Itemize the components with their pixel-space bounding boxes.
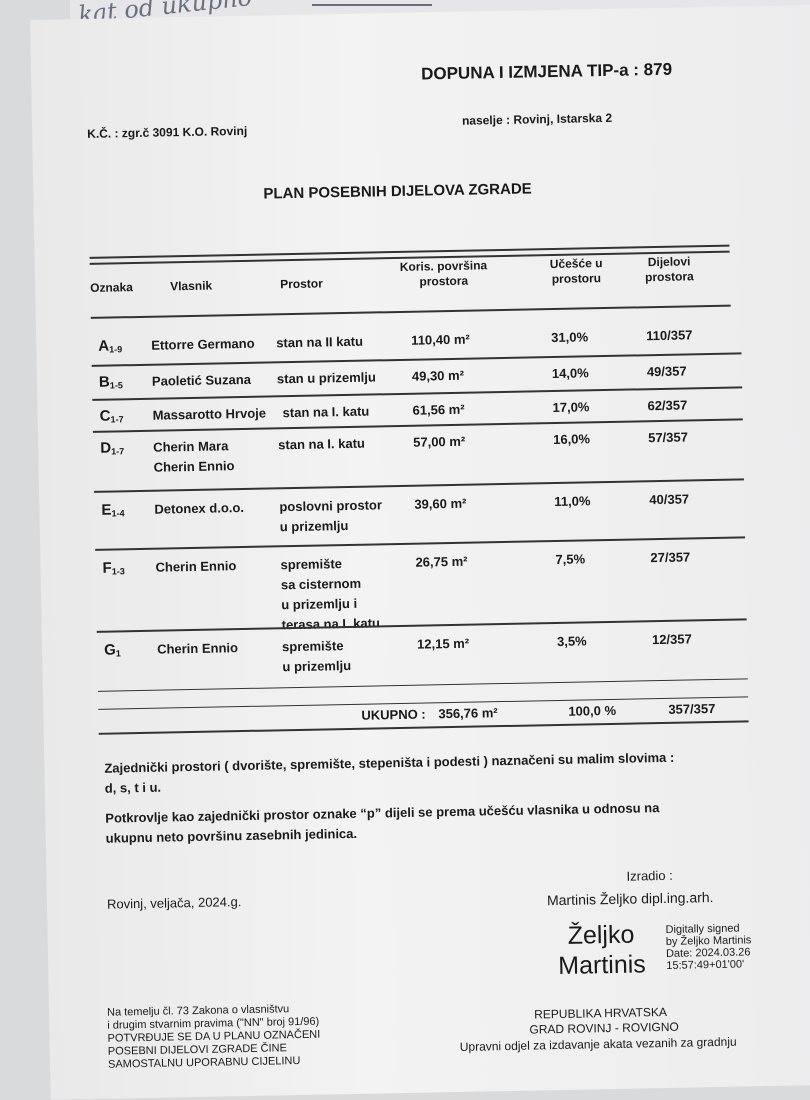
oznaka-sub: 1-3 bbox=[111, 566, 125, 577]
row-ucesce: 16,0% bbox=[553, 431, 591, 448]
oznaka-letter: F bbox=[102, 559, 112, 577]
row-vlasnik: Cherin Ennio bbox=[155, 558, 237, 575]
row-vlasnik: Paoletić Suzana bbox=[151, 371, 252, 389]
row-ucesce: 7,5% bbox=[555, 551, 586, 568]
row-povrsina: 57,00 m² bbox=[413, 433, 466, 450]
kc-label: K.Č. : zgr.č 3091 K.O. Rovinj bbox=[87, 123, 248, 141]
row-prostor: stan na II katu bbox=[276, 333, 364, 351]
row-povrsina: 26,75 m² bbox=[415, 553, 468, 570]
column-header-vlasnik: Vlasnik bbox=[170, 278, 213, 294]
total-label: UKUPNO : bbox=[361, 706, 426, 723]
oznaka-sub: 1-9 bbox=[109, 344, 123, 355]
note-common-areas: Zajednički prostori ( dvorište, spremišt… bbox=[104, 749, 675, 796]
oznaka-sub: 1-7 bbox=[110, 414, 124, 425]
row-oznaka: F1-3 bbox=[102, 558, 125, 581]
note-attic: Potkrovlje kao zajednički prostor oznake… bbox=[105, 800, 660, 846]
oznaka-letter: G bbox=[103, 641, 116, 659]
doc-title: DOPUNA I IZMJENA TIP-a : 879 bbox=[420, 59, 673, 84]
digital-signature-info: Digitally signed by Željko Martinis Date… bbox=[665, 922, 752, 972]
row-dijelovi: 62/357 bbox=[647, 397, 688, 414]
row-prostor: poslovni prostor u prizemlju bbox=[279, 497, 383, 535]
row-povrsina: 49,30 m² bbox=[411, 367, 465, 384]
oznaka-sub: 1 bbox=[115, 648, 121, 659]
total-ucesce: 100,0 % bbox=[568, 702, 617, 719]
oznaka-sub: 1-4 bbox=[111, 508, 125, 519]
row-oznaka: E1-4 bbox=[101, 500, 124, 523]
row-rule bbox=[95, 536, 746, 551]
row-prostor: spremište u prizemlju bbox=[281, 638, 352, 675]
row-vlasnik: Cherin Mara Cherin Ennio bbox=[153, 438, 235, 475]
plan-title: PLAN POSEBNIH DIJELOVA ZGRADE bbox=[263, 180, 532, 203]
row-vlasnik: Ettorre Germano bbox=[151, 335, 255, 353]
row-oznaka: C1-7 bbox=[99, 406, 123, 429]
column-header-povrsina: Koris. površina prostora bbox=[399, 258, 488, 289]
oznaka-sub: 1-5 bbox=[109, 380, 123, 391]
oznaka-letter: C bbox=[99, 407, 111, 425]
header-rule bbox=[90, 304, 731, 319]
authority-city: GRAD ROVINJ - ROVIGNO bbox=[529, 1019, 679, 1037]
row-oznaka: A1-9 bbox=[98, 336, 122, 359]
izradio-label: Izradio : bbox=[626, 867, 673, 884]
row-oznaka: G1 bbox=[104, 640, 121, 663]
row-dijelovi: 27/357 bbox=[650, 549, 691, 566]
row-dijelovi: 40/357 bbox=[649, 491, 690, 508]
row-vlasnik: Cherin Ennio bbox=[156, 640, 239, 657]
row-ucesce: 14,0% bbox=[551, 365, 589, 382]
place-date: Rovinj, veljača, 2024.g. bbox=[106, 894, 242, 912]
column-header-prostor: Prostor bbox=[279, 276, 323, 292]
row-dijelovi: 57/357 bbox=[647, 429, 689, 446]
row-oznaka: B1-5 bbox=[99, 372, 123, 395]
total-dijelovi: 357/357 bbox=[668, 700, 716, 717]
row-povrsina: 61,56 m² bbox=[412, 401, 465, 418]
row-ucesce: 17,0% bbox=[552, 399, 590, 416]
signature-name-first: Željko bbox=[567, 920, 635, 950]
row-povrsina: 110,40 m² bbox=[411, 331, 470, 348]
row-rule bbox=[97, 678, 748, 692]
row-dijelovi: 12/357 bbox=[651, 631, 692, 648]
row-oznaka: D1-7 bbox=[100, 438, 124, 461]
row-ucesce: 3,5% bbox=[556, 633, 587, 649]
row-dijelovi: 110/357 bbox=[646, 327, 693, 344]
izradio-name: Martinis Željko dipl.ing.arh. bbox=[546, 889, 714, 909]
row-prostor: stan na I. katu bbox=[278, 435, 366, 453]
authority-department: Upravni odjel za izdavanje akata vezanih… bbox=[459, 1034, 737, 1054]
oznaka-letter: E bbox=[101, 501, 112, 519]
row-prostor: stan u prizemlju bbox=[276, 369, 377, 387]
signature-name-last: Martinis bbox=[557, 950, 647, 981]
row-prostor: spremište sa cisternom u prizemlju i ter… bbox=[280, 556, 381, 633]
naselje-label: naselje : Rovinj, Istarska 2 bbox=[461, 110, 613, 128]
oznaka-letter: A bbox=[98, 337, 110, 355]
legal-confirmation: Na temelju čl. 73 Zakona o vlasništvu i … bbox=[106, 1003, 321, 1071]
oznaka-sub: 1-7 bbox=[111, 446, 125, 457]
total-povrsina: 356,76 m² bbox=[438, 705, 498, 722]
row-vlasnik: Massarotto Hrvoje bbox=[152, 405, 267, 423]
authority-country: REPUBLIKA HRVATSKA bbox=[534, 1004, 668, 1022]
column-header-oznaka: Oznaka bbox=[90, 280, 133, 295]
row-ucesce: 11,0% bbox=[554, 493, 591, 510]
row-rule bbox=[94, 478, 744, 493]
row-povrsina: 12,15 m² bbox=[416, 635, 470, 652]
row-vlasnik: Detonex d.o.o. bbox=[154, 499, 245, 517]
column-header-ucesce: Učešće u prostoru bbox=[549, 256, 603, 287]
column-header-dijelovi: Dijelovi prostora bbox=[644, 254, 694, 285]
row-prostor: stan na I. katu bbox=[282, 403, 370, 421]
row-rule bbox=[96, 618, 747, 633]
row-ucesce: 31,0% bbox=[551, 329, 589, 346]
oznaka-letter: D bbox=[100, 439, 112, 457]
doc-number: 879 bbox=[643, 59, 673, 80]
handwritten-line bbox=[312, 4, 432, 6]
document-page: DOPUNA I IZMJENA TIP-a : 879 K.Č. : zgr.… bbox=[30, 4, 810, 1100]
row-dijelovi: 49/357 bbox=[646, 363, 687, 380]
oznaka-letter: B bbox=[98, 373, 110, 391]
row-povrsina: 39,60 m² bbox=[414, 495, 467, 512]
